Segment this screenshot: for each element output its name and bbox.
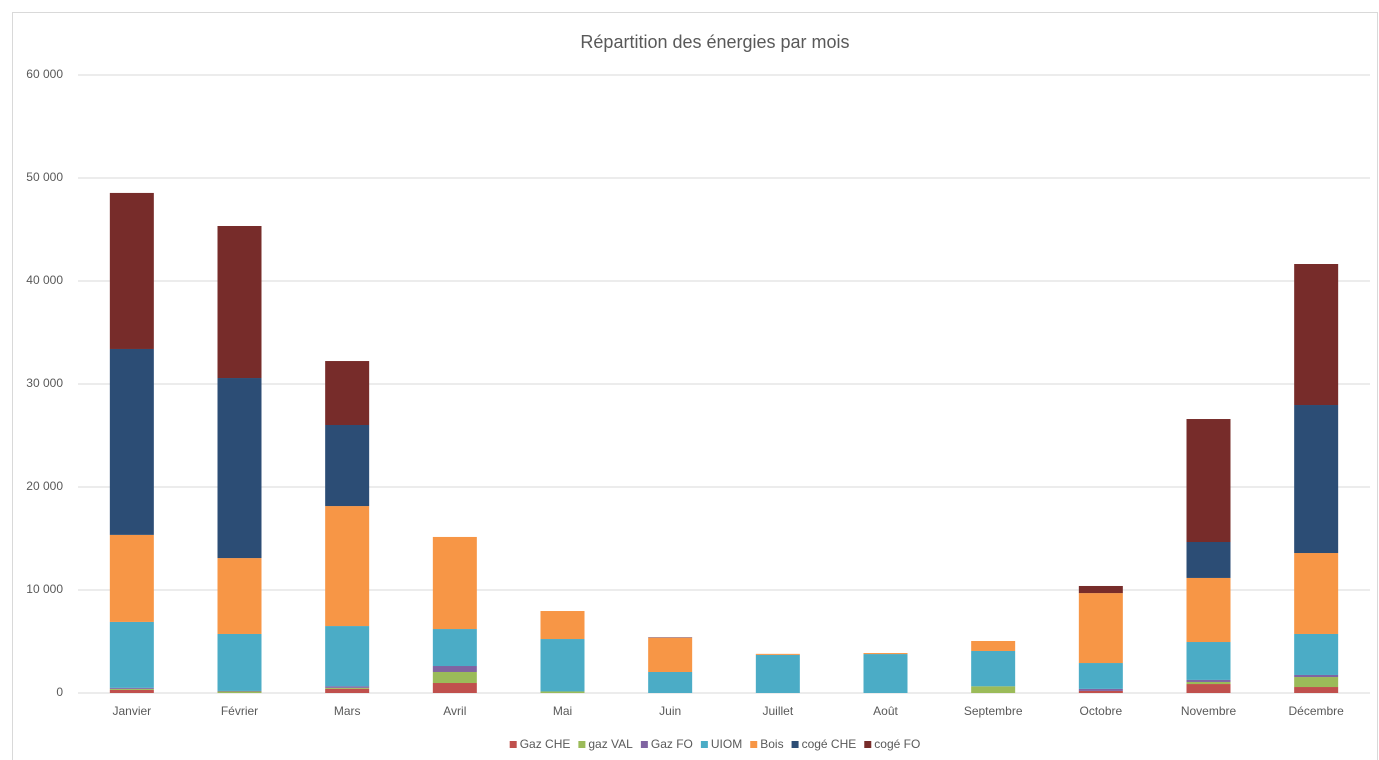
bar-segment xyxy=(432,666,477,672)
legend-swatch xyxy=(864,741,872,748)
bar-segment xyxy=(1294,264,1339,406)
bar-segment xyxy=(540,611,585,640)
y-tick-label: 20 000 xyxy=(26,479,63,493)
legend-swatch xyxy=(640,741,648,748)
legend-label: gaz VAL xyxy=(588,737,633,751)
x-tick-label: Septembre xyxy=(964,704,1023,718)
y-tick-label: 50 000 xyxy=(26,170,63,184)
bar-segment xyxy=(1186,681,1231,685)
bar-segment xyxy=(755,653,800,655)
bar-segment xyxy=(648,671,693,693)
legend-swatch xyxy=(750,741,758,748)
bar-segment xyxy=(540,639,585,692)
bar-segment xyxy=(217,691,262,693)
bar-segment xyxy=(971,650,1016,687)
bar-segment xyxy=(1294,553,1339,634)
y-tick-label: 0 xyxy=(56,685,63,699)
x-tick-label: Janvier xyxy=(112,704,151,718)
x-tick-label: Juillet xyxy=(762,704,793,718)
bar-segment xyxy=(325,688,370,693)
bar-segment xyxy=(540,691,585,693)
bar-segment xyxy=(971,686,1016,693)
bar-segment xyxy=(1186,679,1231,682)
bar-segment xyxy=(325,686,370,688)
bar-segment xyxy=(648,637,693,672)
bar-segment xyxy=(1078,663,1123,689)
x-tick-label: Décembre xyxy=(1288,704,1344,718)
legend-swatch xyxy=(578,741,586,748)
bar-segment xyxy=(325,506,370,627)
bar-segment xyxy=(432,671,477,684)
bar-segment xyxy=(1186,542,1231,578)
bar-segment xyxy=(325,361,370,425)
bar-segment xyxy=(971,640,1016,651)
legend-label: cogé CHE xyxy=(802,737,857,751)
chart-title: Répartition des énergies par mois xyxy=(580,32,849,52)
bar-segment xyxy=(217,633,262,691)
bar-segment xyxy=(109,688,154,690)
bar-segment xyxy=(109,534,154,622)
bar-segment xyxy=(1078,585,1123,594)
bar-segment xyxy=(1186,577,1231,643)
bar-segment xyxy=(432,536,477,630)
bar-segment xyxy=(432,683,477,693)
bar-segment xyxy=(648,637,693,638)
bar-segment xyxy=(325,626,370,687)
x-tick-label: Juin xyxy=(659,704,681,718)
y-tick-label: 60 000 xyxy=(26,67,63,81)
legend-swatch xyxy=(791,741,799,748)
bar-segment xyxy=(1294,674,1339,678)
bar-segment xyxy=(863,653,908,655)
y-tick-label: 10 000 xyxy=(26,582,63,596)
bar-segment xyxy=(1186,419,1231,543)
x-tick-label: Octobre xyxy=(1079,704,1122,718)
bar-segment xyxy=(325,687,370,689)
legend-swatch xyxy=(700,741,708,748)
legend-label: Bois xyxy=(760,737,783,751)
bar-segment xyxy=(1186,642,1231,680)
x-tick-label: Avril xyxy=(443,704,466,718)
bar-segment xyxy=(1078,690,1123,693)
bar-segment xyxy=(325,424,370,507)
x-tick-label: Mars xyxy=(334,704,361,718)
x-tick-label: Novembre xyxy=(1181,704,1237,718)
bar-segment xyxy=(1294,687,1339,693)
legend-label: cogé FO xyxy=(874,737,920,751)
y-tick-label: 40 000 xyxy=(26,273,63,287)
bar-segment xyxy=(755,654,800,693)
bar-segment xyxy=(109,348,154,535)
bar-segment xyxy=(1078,593,1123,664)
bar-segment xyxy=(432,629,477,667)
legend-label: UIOM xyxy=(711,737,742,751)
bar-segment xyxy=(109,687,154,689)
bar-segment xyxy=(109,689,154,693)
bar-segment xyxy=(1078,688,1123,691)
legend-label: Gaz FO xyxy=(651,737,693,751)
bar-segment xyxy=(217,225,262,379)
bar-segment xyxy=(217,690,262,692)
bar-segment xyxy=(217,378,262,559)
bar-segment xyxy=(1186,684,1231,693)
x-tick-label: Août xyxy=(873,704,898,718)
bar-segment xyxy=(1294,677,1339,688)
chart-border xyxy=(12,12,1378,760)
bar-segment xyxy=(1294,405,1339,554)
bar-segment xyxy=(1294,633,1339,675)
legend-label: Gaz CHE xyxy=(520,737,571,751)
legend-swatch xyxy=(509,741,517,748)
bar-segment xyxy=(863,654,908,693)
y-tick-label: 30 000 xyxy=(26,376,63,390)
bar-segment xyxy=(217,558,262,634)
x-tick-label: Mai xyxy=(553,704,572,718)
bar-segment xyxy=(109,621,154,688)
x-tick-label: Février xyxy=(221,704,258,718)
bar-segment xyxy=(109,192,154,349)
